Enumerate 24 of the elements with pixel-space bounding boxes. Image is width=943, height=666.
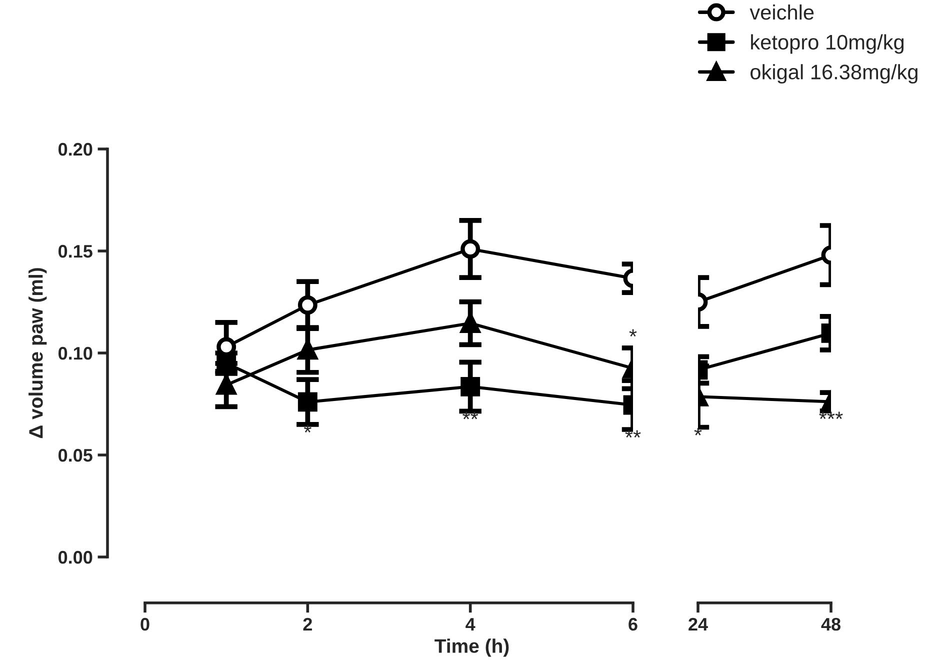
annotation: ** <box>625 430 641 438</box>
point <box>298 295 318 315</box>
x-tick-label: 0 <box>140 618 150 631</box>
legend-label: ketopro 10mg/kg <box>751 34 904 54</box>
legend-label: veichle <box>750 4 814 20</box>
x-axis-title: Time (h) <box>434 638 509 657</box>
annotation: *** <box>819 412 843 420</box>
y-tick-label: 0.15 <box>58 244 92 258</box>
annotation: * <box>304 425 312 432</box>
legend-label: okigal 16.38mg/kg <box>750 64 918 84</box>
x-tick-label: 48 <box>821 618 840 631</box>
point <box>298 392 318 412</box>
x-tick-label: 2 <box>303 618 312 630</box>
x-tick-label: 24 <box>688 618 708 630</box>
x-tick-label: 4 <box>466 618 476 630</box>
x-tick-label: 6 <box>628 618 638 631</box>
y-tick-label: 0.20 <box>58 142 92 156</box>
annotation: ** <box>462 412 478 420</box>
y-tick-label: 0.10 <box>58 346 92 360</box>
y-axis-title: Δ volume paw (ml) <box>28 268 47 438</box>
y-tick-label: 0.00 <box>58 550 92 564</box>
annotation: * <box>629 329 637 337</box>
annotation: * <box>694 428 702 436</box>
y-tick-label: 0.05 <box>58 448 92 462</box>
